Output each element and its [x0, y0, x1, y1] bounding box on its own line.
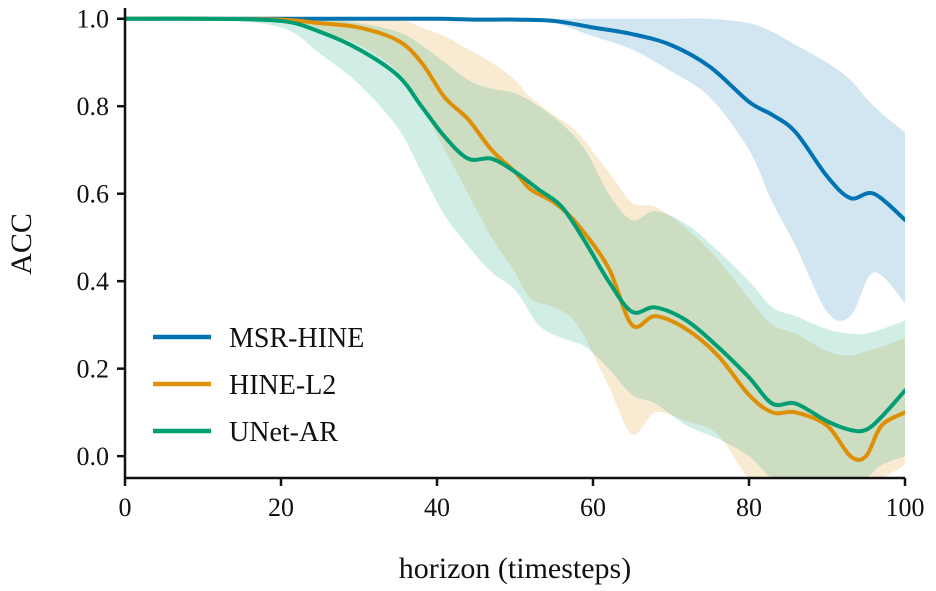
- legend-label-msr-hine: MSR-HINE: [229, 323, 364, 354]
- band-unet-ar: [125, 18, 905, 478]
- x-axis-label: horizon (timesteps): [399, 552, 631, 585]
- band-hine-l2: [125, 18, 905, 478]
- x-tick-label: 20: [268, 493, 294, 522]
- line-hine-l2: [125, 16, 905, 462]
- series-lines: [125, 16, 905, 462]
- x-tick-label: 0: [119, 493, 132, 522]
- x-tick-label: 80: [736, 493, 762, 522]
- y-tick-label: 0.6: [77, 180, 110, 209]
- x-tick-label: 40: [424, 493, 450, 522]
- confidence-bands: [125, 18, 905, 478]
- y-tick-label: 0.4: [77, 267, 110, 296]
- y-tick-label: 0.0: [77, 442, 110, 471]
- legend-label-unet-ar: UNet-AR: [229, 417, 338, 448]
- axes: 0 20 40 60 80 100 0.0 0.2 0.4 0.6 0.8 1.0: [77, 5, 925, 522]
- line-unet-ar: [125, 16, 905, 434]
- line-msr-hine: [125, 16, 905, 222]
- band-msr-hine: [125, 18, 905, 321]
- y-tick-label: 0.2: [77, 355, 110, 384]
- x-tick-label: 100: [886, 493, 925, 522]
- x-tick-label: 60: [580, 493, 606, 522]
- y-tick-label: 0.8: [77, 92, 110, 121]
- y-tick-label: 1.0: [77, 5, 110, 34]
- legend: MSR-HINE HINE-L2 UNet-AR: [153, 323, 364, 448]
- legend-label-hine-l2: HINE-L2: [229, 370, 336, 401]
- y-axis-label: ACC: [5, 213, 38, 275]
